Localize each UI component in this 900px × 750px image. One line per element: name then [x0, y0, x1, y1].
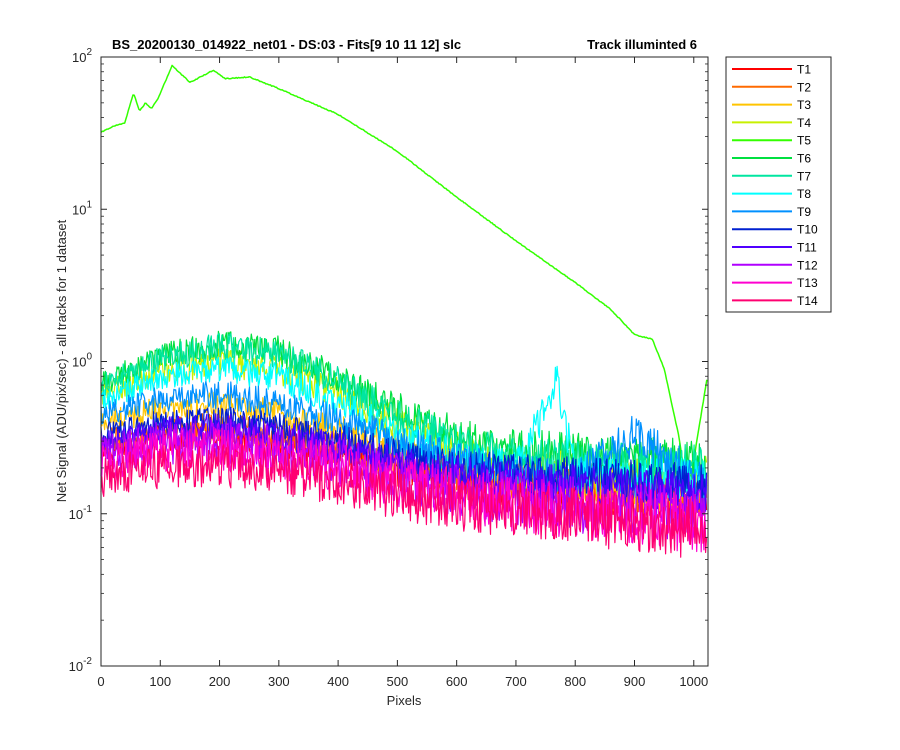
legend-label-t6: T6: [797, 152, 811, 166]
y-tick-label: 10-2: [69, 656, 93, 674]
x-tick-label: 100: [149, 674, 171, 689]
legend-label-t3: T3: [797, 98, 811, 112]
legend-label-t8: T8: [797, 187, 811, 201]
chart-title-left: BS_20200130_014922_net01 - DS:03 - Fits[…: [112, 37, 461, 52]
y-tick-label: 101: [72, 199, 92, 217]
x-tick-label: 1000: [679, 674, 708, 689]
legend-label-t4: T4: [797, 116, 811, 130]
chart-title-right: Track illuminted 6: [587, 37, 697, 52]
legend: T1 T2 T3 T4 T5 T6 T7 T8 T9 T10 T11 T12 T13 T14: [725, 56, 832, 313]
x-tick-label: 600: [446, 674, 468, 689]
legend-label-t13: T13: [797, 276, 818, 290]
y-tick-label: 10-1: [69, 504, 93, 522]
x-tick-label: 500: [387, 674, 409, 689]
x-tick-label: 300: [268, 674, 290, 689]
x-axis-label: Pixels: [387, 693, 422, 708]
x-axis: 0 100 200 300 400 500 600 700 800 900 1000: [97, 57, 708, 689]
y-axis-label: Net Signal (ADU/pix/sec) - all tracks fo…: [54, 219, 69, 502]
y-tick-label: 100: [72, 352, 92, 370]
legend-label-t1: T1: [797, 63, 811, 77]
legend-label-t7: T7: [797, 169, 811, 183]
legend-box: [725, 56, 832, 313]
x-tick-label: 700: [505, 674, 527, 689]
x-tick-label: 400: [327, 674, 349, 689]
y-axis: 10-2 10-1 100 101 102: [69, 47, 708, 674]
legend-label-t14: T14: [797, 294, 818, 308]
x-tick-label: 900: [624, 674, 646, 689]
legend-label-t11: T11: [797, 241, 817, 255]
series-line-t5: [100, 64, 708, 498]
legend-label-t10: T10: [797, 223, 818, 237]
x-tick-label: 0: [97, 674, 104, 689]
x-tick-label: 200: [209, 674, 231, 689]
legend-label-t9: T9: [797, 205, 811, 219]
series-line-t14: [100, 443, 708, 558]
x-tick-label: 800: [564, 674, 586, 689]
legend-label-t12: T12: [797, 258, 818, 272]
legend-label-t2: T2: [797, 80, 811, 94]
y-tick-label: 102: [72, 47, 92, 65]
series-line-t9: [100, 381, 708, 506]
legend-label-t5: T5: [797, 134, 811, 148]
plot-lines: [100, 64, 708, 558]
